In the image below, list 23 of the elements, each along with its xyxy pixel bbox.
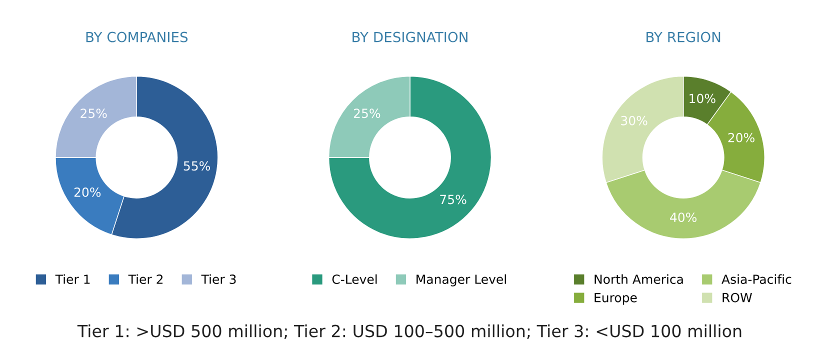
chart-title: BY COMPANIES xyxy=(86,32,188,42)
chart-title: BY REGION xyxy=(646,32,720,42)
legend-label: Tier 2 xyxy=(128,274,163,284)
legend-label: North America xyxy=(594,274,683,284)
legend-label: Asia-Pacific xyxy=(722,274,792,284)
data-label: 20% xyxy=(74,187,101,197)
legend-label: ROW xyxy=(722,292,752,302)
data-label: 10% xyxy=(690,94,716,104)
legend-label: Manager Level xyxy=(416,274,506,286)
data-label: 40% xyxy=(670,212,697,222)
legend-label: Tier 3 xyxy=(201,274,236,284)
data-label: 55% xyxy=(184,161,210,171)
text: Tier 1: >USD 500 million; Tier 2: USD 100–500 million; Tier 3: <USD 100 million xyxy=(77,324,742,340)
donut-slice xyxy=(328,76,492,240)
data-label: 20% xyxy=(728,132,754,142)
data-label: 75% xyxy=(440,194,466,204)
legend-label: C-Level xyxy=(332,274,377,284)
legend-label: Tier 1 xyxy=(55,274,90,284)
chart-title: BY DESIGNATION xyxy=(352,32,468,42)
data-label: 30% xyxy=(621,116,648,126)
data-label: 25% xyxy=(80,108,107,118)
data-label: 25% xyxy=(354,108,380,118)
legend-label: Europe xyxy=(594,293,637,305)
